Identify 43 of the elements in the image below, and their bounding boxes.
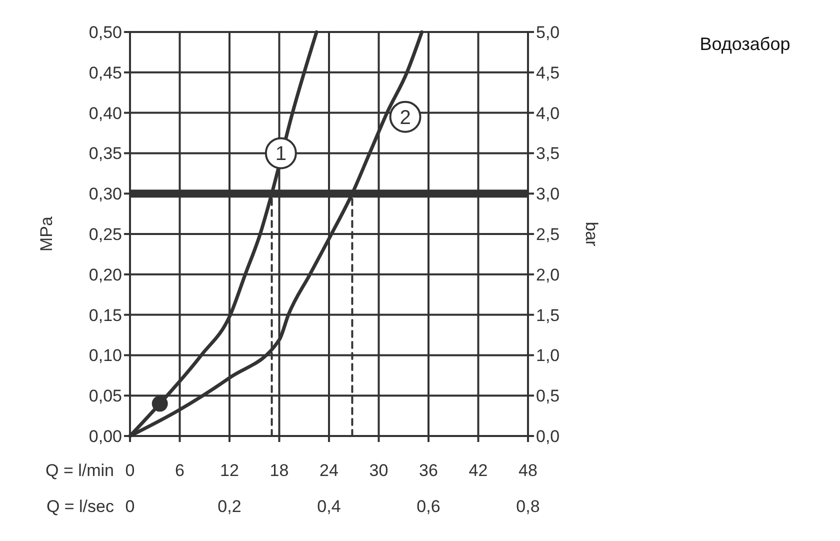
x-tick-label: 48: [518, 461, 538, 480]
y2-tick-label: 2,5: [536, 225, 560, 244]
y2-tick-label: 4,5: [536, 63, 560, 82]
y-tick-label: 0,35: [88, 144, 122, 164]
x2-tick-label: 0,6: [416, 497, 440, 516]
x2-tick-label: 0,4: [317, 497, 341, 516]
x-tick-label: 0: [125, 461, 135, 480]
y2-tick-label: 2,0: [536, 265, 560, 284]
y2-axis-title: bar: [582, 222, 601, 247]
annotation: 2: [400, 106, 411, 129]
x-tick-label: 18: [270, 461, 289, 480]
x2-axis-title: Q = l/sec: [46, 497, 114, 516]
y-tick-label: 0,00: [88, 427, 122, 446]
y-axis-title: MPa: [37, 216, 56, 252]
y-tick-label: 0,10: [88, 346, 122, 366]
y2-tick-label: 5,0: [536, 23, 560, 42]
y2-tick-label: 0,5: [536, 386, 560, 406]
x-tick-label: 42: [468, 461, 488, 480]
y2-tick-label: 3,0: [536, 184, 560, 204]
x-tick-label: 12: [220, 461, 239, 480]
x-tick-label: 6: [175, 461, 184, 480]
x-tick-label: 36: [419, 461, 438, 480]
x2-tick-label: 0,2: [218, 497, 242, 516]
y-tick-label: 0,30: [88, 184, 122, 204]
y-tick-label: 0,50: [88, 23, 122, 42]
y2-tick-label: 3,5: [536, 144, 560, 164]
x2-tick-label: 0: [125, 497, 135, 516]
y2-tick-label: 4,0: [536, 104, 560, 123]
y2-tick-label: 0,0: [536, 427, 560, 446]
text: Водозабор: [700, 34, 790, 54]
annotation: 1: [275, 143, 286, 166]
y-tick-label: 0,20: [88, 265, 122, 284]
x-tick-label: 30: [369, 461, 388, 480]
x-tick-label: 24: [320, 461, 338, 480]
y-tick-label: 0,40: [88, 104, 122, 123]
y2-tick-label: 1,0: [536, 346, 560, 366]
y2-tick-label: 1,5: [536, 306, 560, 325]
y-tick-label: 0,15: [88, 306, 122, 325]
y-tick-label: 0,25: [88, 225, 122, 244]
x2-tick-label: 0,8: [516, 497, 540, 516]
x-axis-title: Q = l/min: [46, 461, 114, 480]
y-tick-label: 0,45: [88, 63, 122, 82]
y-tick-label: 0,05: [88, 386, 122, 406]
